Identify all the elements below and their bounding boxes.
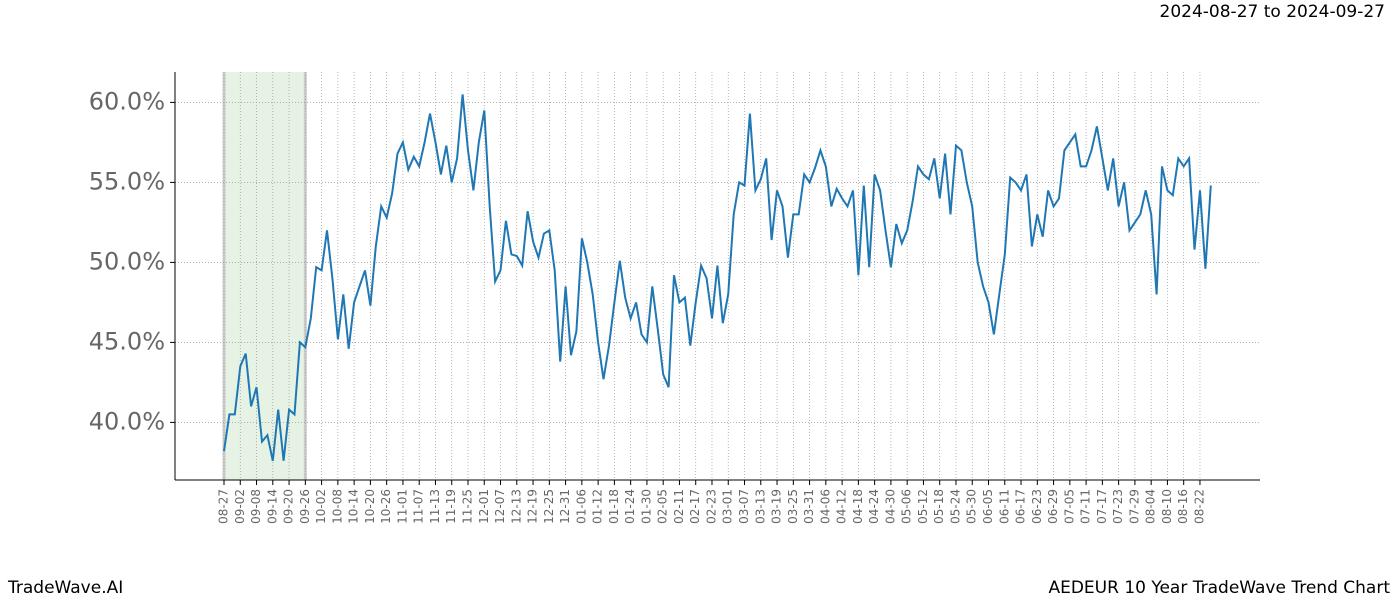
x-tick-label: 03-07: [737, 489, 751, 524]
x-tick-label: 12-25: [542, 489, 556, 524]
chart-name: AEDEUR 10 Year TradeWave Trend Chart: [1048, 578, 1390, 598]
x-tick-label: 11-01: [395, 489, 409, 524]
x-tick-label: 11-19: [444, 489, 458, 524]
y-tick-label: 55.0%: [89, 167, 165, 195]
x-tick-label: 05-24: [948, 489, 962, 524]
x-tick-label: 12-13: [509, 489, 523, 524]
x-tick-label: 07-05: [1062, 489, 1076, 524]
x-tick-label: 05-30: [965, 489, 979, 524]
x-tick-label: 08-16: [1176, 489, 1190, 524]
x-tick-label: 10-08: [330, 489, 344, 524]
x-tick-label: 03-19: [770, 489, 784, 524]
x-tick-label: 01-12: [591, 489, 605, 524]
x-tick-label: 12-01: [477, 489, 491, 524]
x-tick-label: 11-25: [460, 489, 474, 524]
x-tick-label: 01-06: [574, 489, 588, 524]
x-tick-label: 09-20: [282, 489, 296, 524]
x-tick-label: 04-30: [883, 489, 897, 524]
y-tick-label: 50.0%: [89, 247, 165, 275]
x-tick-label: 05-06: [900, 489, 914, 524]
x-tick-label: 03-25: [786, 489, 800, 524]
x-tick-label: 04-06: [818, 489, 832, 524]
x-tick-label: 08-22: [1192, 489, 1206, 524]
x-tick-label: 04-18: [851, 489, 865, 524]
y-tick-label: 45.0%: [89, 327, 165, 355]
x-tick-label: 12-19: [526, 489, 540, 524]
y-tick-label: 60.0%: [89, 87, 165, 115]
x-tick-label: 11-07: [412, 489, 426, 524]
x-tick-label: 08-10: [1160, 489, 1174, 524]
x-tick-label: 07-23: [1111, 489, 1125, 524]
x-tick-label: 09-26: [298, 489, 312, 524]
x-tick-label: 01-18: [607, 489, 621, 524]
x-tick-label: 05-18: [932, 489, 946, 524]
x-tick-label: 07-17: [1095, 489, 1109, 524]
x-tick-label: 07-11: [1079, 489, 1093, 524]
x-tick-label: 03-01: [721, 489, 735, 524]
x-tick-label: 01-30: [639, 489, 653, 524]
x-tick-label: 10-20: [363, 489, 377, 524]
x-tick-label: 06-05: [981, 489, 995, 524]
x-tick-label: 05-12: [916, 489, 930, 524]
y-tick-label: 40.0%: [89, 407, 165, 435]
highlight-region: [224, 72, 306, 480]
x-tick-label: 06-17: [1014, 489, 1028, 524]
x-tick-label: 02-05: [656, 489, 670, 524]
x-tick-label: 02-17: [688, 489, 702, 524]
brand: TradeWave.AI: [7, 578, 123, 598]
x-tick-label: 08-27: [217, 489, 231, 524]
x-tick-label: 02-11: [672, 489, 686, 524]
x-tick-label: 11-13: [428, 489, 442, 524]
trend-line: [223, 94, 1212, 462]
x-tick-label: 09-14: [265, 489, 279, 524]
x-tick-label: 06-23: [1030, 489, 1044, 524]
x-tick-label: 07-29: [1127, 489, 1141, 524]
x-tick-label: 03-13: [753, 489, 767, 524]
x-tick-label: 10-26: [379, 489, 393, 524]
x-tick-label: 09-02: [233, 489, 247, 524]
date-range: 2024-08-27 to 2024-09-27: [1160, 2, 1385, 22]
x-tick-label: 01-24: [623, 489, 637, 524]
x-tick-label: 04-24: [867, 489, 881, 524]
x-tick-label: 12-31: [558, 489, 572, 524]
x-tick-label: 06-29: [1046, 489, 1060, 524]
x-tick-label: 04-12: [835, 489, 849, 524]
x-tick-label: 08-04: [1144, 489, 1158, 524]
x-tick-label: 12-07: [493, 489, 507, 524]
x-tick-label: 03-31: [802, 489, 816, 524]
x-tick-label: 06-11: [997, 489, 1011, 524]
x-tick-label: 09-08: [249, 489, 263, 524]
x-tick-label: 02-23: [704, 489, 718, 524]
x-tick-label: 10-02: [314, 489, 328, 524]
x-tick-label: 10-14: [347, 489, 361, 524]
